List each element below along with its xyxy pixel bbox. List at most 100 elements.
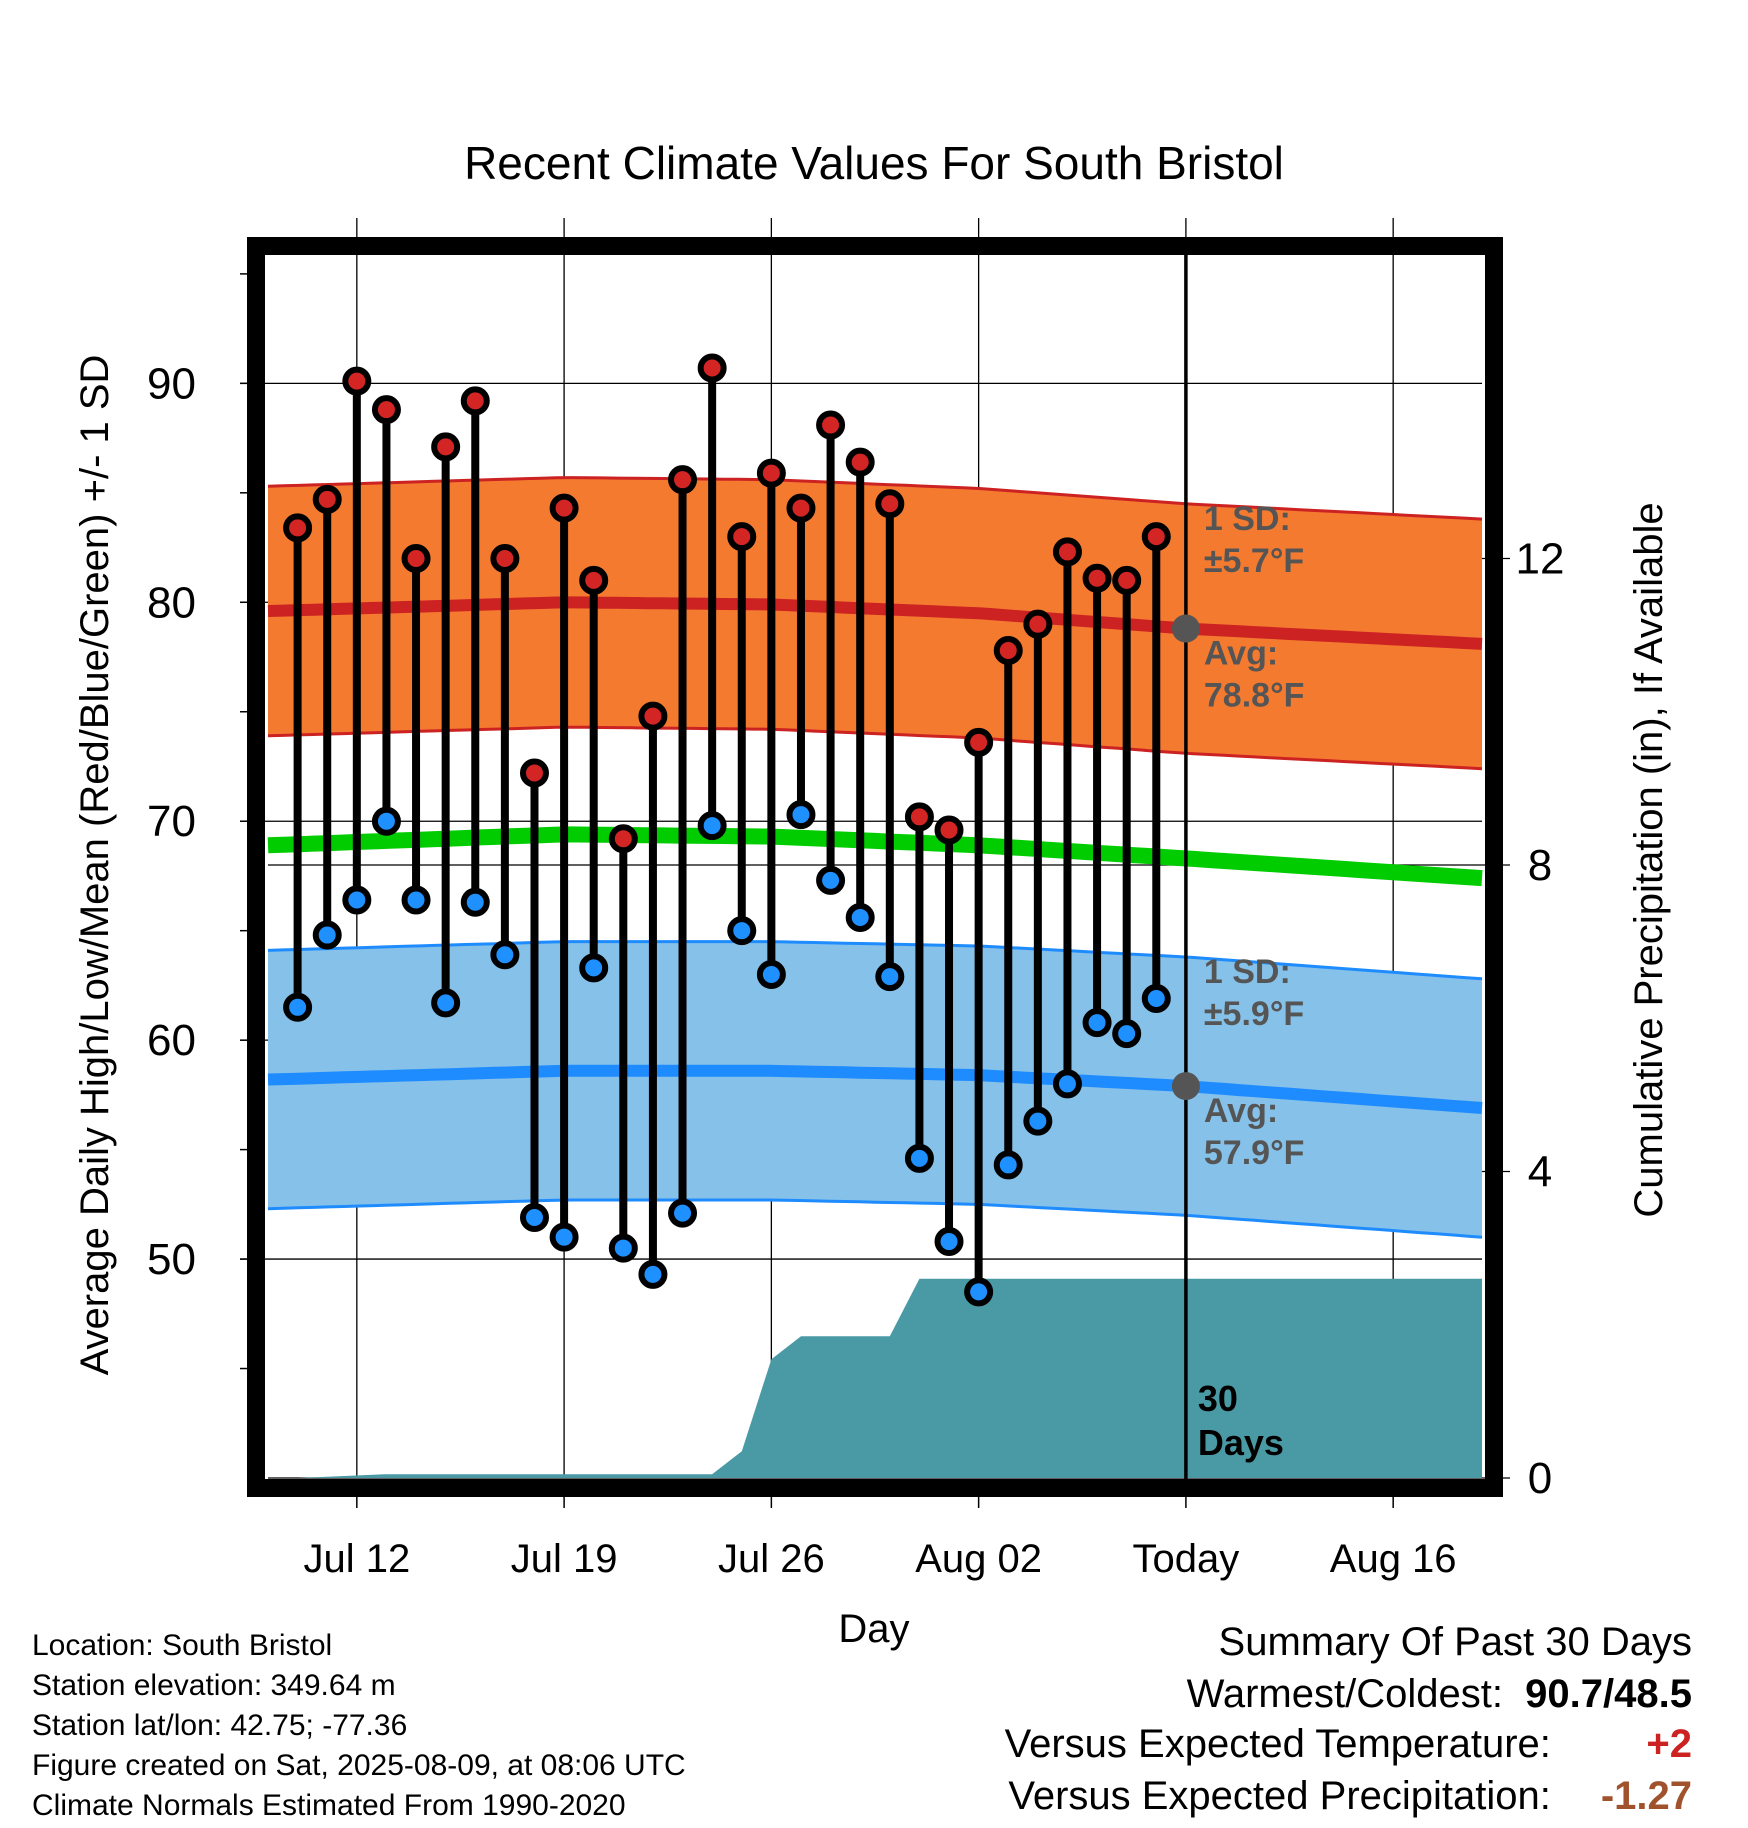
today-marker-group <box>1171 246 1200 1488</box>
day-low-point-13 <box>668 1198 698 1228</box>
day-low-point-19 <box>845 903 875 933</box>
low-sd-value: ±5.9°F <box>1204 995 1304 1033</box>
low-sd-label: 1 SD: <box>1204 953 1291 991</box>
y-tick-label-left-2: 70 <box>147 797 196 846</box>
summary-precip-label: Versus Expected Precipitation: <box>1008 1774 1551 1818</box>
plot-border <box>247 237 1503 1497</box>
day-low-point-7 <box>490 940 520 970</box>
today-avg-high-marker <box>1171 614 1200 643</box>
info-normals: Climate Normals Estimated From 1990-2020 <box>32 1789 626 1822</box>
day-low-point-23 <box>964 1277 994 1307</box>
y-tick-label-right-3: 12 <box>1516 535 1565 584</box>
day-high-point-26 <box>1052 537 1082 567</box>
summary-temp: Versus Expected Temperature: +2 <box>1005 1722 1692 1767</box>
high-sd-band-lower-edge <box>267 725 1483 771</box>
x-tick-label-5: Aug 16 <box>1330 1537 1457 1581</box>
day-high-point-7 <box>490 544 520 573</box>
x-tick-label-4: Today <box>1133 1537 1240 1581</box>
period-label-unit: Days <box>1198 1422 1284 1463</box>
day-high-point-10 <box>579 565 609 595</box>
y-tick-label-right-1: 4 <box>1528 1148 1552 1197</box>
normal-low-line <box>267 1064 1483 1114</box>
day-high-point-9 <box>549 493 579 523</box>
day-low-point-14 <box>697 811 727 841</box>
day-low-point-4 <box>401 885 431 915</box>
day-high-point-6 <box>460 386 490 416</box>
y-tick-label-left-3: 80 <box>147 578 196 627</box>
day-high-point-24 <box>993 635 1023 665</box>
day-high-point-11 <box>608 824 638 854</box>
day-high-point-15 <box>727 522 757 552</box>
info-latlon: Station lat/lon: 42.75; -77.36 <box>32 1709 408 1742</box>
day-low-point-2 <box>342 885 372 915</box>
day-high-point-2 <box>342 366 372 396</box>
day-high-point-25 <box>1023 609 1053 639</box>
day-low-point-9 <box>549 1222 579 1252</box>
day-low-point-0 <box>283 992 313 1022</box>
day-high-point-1 <box>312 484 342 514</box>
y-tick-label-right-0: 0 <box>1528 1454 1552 1503</box>
day-high-point-27 <box>1082 563 1112 593</box>
x-tick-label-0: Jul 12 <box>303 1537 410 1581</box>
day-high-point-20 <box>875 489 905 519</box>
high-sd-label: 1 SD: <box>1204 500 1291 538</box>
low-sd-band-lower-edge <box>267 1198 1483 1239</box>
normal-high-line <box>267 596 1483 650</box>
day-low-point-28 <box>1112 1019 1142 1049</box>
y-axis-label-left: Average Daily High/Low/Mean (Red/Blue/Gr… <box>73 355 117 1376</box>
day-low-point-10 <box>579 953 609 983</box>
day-high-point-4 <box>401 544 431 573</box>
day-low-point-27 <box>1082 1008 1112 1038</box>
day-low-point-15 <box>727 916 757 946</box>
day-low-point-5 <box>431 988 461 1018</box>
high-avg-label: Avg: <box>1204 635 1278 673</box>
high-avg-value: 78.8°F <box>1204 677 1305 715</box>
y-tick-label-left-1: 60 <box>147 1016 196 1065</box>
day-low-point-20 <box>875 962 905 992</box>
day-low-point-1 <box>312 920 342 950</box>
x-tick-label-3: Aug 02 <box>915 1537 1042 1581</box>
day-low-point-25 <box>1023 1106 1053 1136</box>
day-low-point-22 <box>934 1227 964 1257</box>
x-tick-label-2: Jul 26 <box>718 1537 825 1581</box>
summary-precip: Versus Expected Precipitation: -1.27 <box>1008 1774 1692 1819</box>
day-low-point-24 <box>993 1150 1023 1180</box>
day-high-point-19 <box>845 447 875 477</box>
day-high-point-22 <box>934 815 964 845</box>
day-low-point-21 <box>904 1143 934 1173</box>
day-high-point-16 <box>756 458 786 488</box>
summary-temp-value: +2 <box>1646 1722 1692 1766</box>
today-avg-low-marker <box>1171 1072 1200 1101</box>
day-low-point-3 <box>371 806 401 836</box>
normal-bands <box>267 476 1483 1239</box>
low-sd-band <box>268 941 1482 1238</box>
day-high-point-17 <box>786 493 816 523</box>
day-high-point-12 <box>638 701 668 731</box>
period-label-count: 30 <box>1198 1378 1238 1419</box>
x-tick-label-1: Jul 19 <box>511 1537 618 1581</box>
axes: Jul 12 Jul 19 Jul 26 Aug 02 Today Aug 16 50 60 7… <box>73 273 1671 1651</box>
info-created: Figure created on Sat, 2025-08-09, at 08… <box>32 1749 686 1782</box>
summary-warm-cold: Warmest/Coldest: 90.7/48.5 <box>1187 1672 1692 1717</box>
precip-area <box>297 1278 1483 1478</box>
day-high-point-5 <box>431 432 461 462</box>
day-low-point-8 <box>519 1202 549 1232</box>
daily-range-bars <box>283 353 1171 1307</box>
day-low-point-18 <box>816 865 846 895</box>
high-sd-band-upper-edge <box>267 476 1483 521</box>
info-location: Location: South Bristol <box>32 1629 333 1662</box>
day-high-point-28 <box>1112 565 1142 595</box>
info-elevation: Station elevation: 349.64 m <box>32 1669 396 1702</box>
precip-area-group <box>297 1278 1483 1478</box>
x-axis-label: Day <box>838 1607 909 1651</box>
normal-mean-line <box>267 826 1483 887</box>
low-avg-label: Avg: <box>1204 1092 1278 1130</box>
day-high-point-3 <box>371 395 401 425</box>
high-sd-band <box>268 477 1482 769</box>
y-axis-label-right: Cumulative Precipitation (in), If Availa… <box>1627 502 1671 1217</box>
y-tick-label-right-2: 8 <box>1528 841 1552 890</box>
summary-warm-cold-label: Warmest/Coldest: <box>1186 1672 1503 1716</box>
y-tick-label-left-0: 50 <box>147 1235 196 1284</box>
day-low-point-29 <box>1141 984 1171 1014</box>
